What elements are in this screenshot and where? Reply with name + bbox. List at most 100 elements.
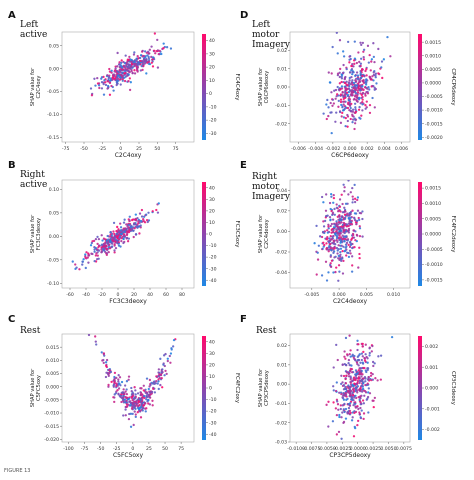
data-point xyxy=(340,374,343,377)
data-point xyxy=(135,60,139,63)
data-point xyxy=(356,362,359,366)
data-point xyxy=(128,228,131,231)
data-point xyxy=(382,58,385,61)
data-point xyxy=(360,409,363,412)
data-point xyxy=(93,250,96,253)
data-point xyxy=(329,218,332,221)
data-point xyxy=(339,98,343,101)
data-point xyxy=(327,271,330,274)
data-point xyxy=(341,381,344,384)
y-tick-label: 0.01 xyxy=(277,66,287,72)
data-point xyxy=(108,81,112,84)
data-point xyxy=(330,259,334,262)
y-tick-label: 0.10 xyxy=(49,187,59,193)
colorbar-tick-label: -20 xyxy=(209,255,217,261)
x-tick-label: -0.0075 xyxy=(303,446,321,452)
data-point xyxy=(348,353,351,356)
data-point xyxy=(90,94,94,97)
data-point xyxy=(135,69,139,72)
data-point xyxy=(327,400,330,403)
data-point xyxy=(111,74,115,77)
data-point xyxy=(338,217,342,220)
data-point xyxy=(115,70,119,73)
panel-title-b: Right active xyxy=(20,170,47,190)
data-point xyxy=(160,370,163,373)
colorbar xyxy=(202,34,206,140)
data-point xyxy=(123,218,126,221)
data-point xyxy=(108,74,111,77)
data-point xyxy=(359,406,362,410)
data-point xyxy=(364,86,367,89)
y-axis-label-line2: FC3C3deoxy xyxy=(36,218,42,250)
data-point xyxy=(123,234,127,238)
y-axis-label: SHAP value forC2C4deoxy xyxy=(258,214,270,253)
x-tick-label: 0.000 xyxy=(333,292,346,298)
data-point xyxy=(328,201,332,205)
data-point xyxy=(127,403,130,406)
data-point xyxy=(130,58,133,62)
data-point xyxy=(342,374,346,378)
data-point xyxy=(169,352,173,355)
data-point xyxy=(325,403,328,406)
data-point xyxy=(349,355,352,358)
data-point xyxy=(140,65,143,68)
data-point xyxy=(142,217,145,221)
data-point xyxy=(377,47,380,51)
data-point xyxy=(125,396,129,399)
data-point xyxy=(351,195,354,198)
colorbar-tick-label: 30 xyxy=(209,51,215,57)
data-point xyxy=(358,227,362,230)
data-point xyxy=(359,89,362,92)
data-point xyxy=(105,247,108,251)
data-point xyxy=(336,210,340,213)
data-point xyxy=(156,66,160,69)
data-point xyxy=(129,81,132,84)
y-axis-label: SHAP value forC5FC5oxy xyxy=(30,368,42,407)
data-point xyxy=(345,370,348,373)
data-point xyxy=(153,32,157,35)
data-point xyxy=(139,391,142,394)
data-point xyxy=(330,72,333,75)
data-point xyxy=(170,348,173,351)
data-point xyxy=(148,48,151,51)
data-point xyxy=(123,61,127,65)
data-point xyxy=(158,373,161,376)
panel-letter-f: F xyxy=(240,314,247,325)
data-point xyxy=(331,241,334,245)
data-point xyxy=(338,258,341,262)
data-point xyxy=(141,409,144,412)
data-point xyxy=(353,102,357,105)
data-point xyxy=(348,412,351,415)
data-point xyxy=(351,70,354,74)
data-point xyxy=(352,396,356,399)
data-point xyxy=(367,85,370,89)
y-axis-label-line1: SHAP value for xyxy=(30,214,36,253)
data-point xyxy=(151,210,154,213)
data-point xyxy=(162,47,165,50)
data-point xyxy=(358,79,361,83)
data-point xyxy=(118,382,121,385)
data-point xyxy=(345,398,348,401)
data-point xyxy=(347,361,350,365)
plot-area xyxy=(289,179,411,289)
colorbar xyxy=(418,182,422,286)
y-tick-label: 0.02 xyxy=(277,343,287,349)
data-point xyxy=(365,106,368,109)
data-point xyxy=(93,77,96,80)
data-point xyxy=(141,393,144,396)
x-tick-label: -25 xyxy=(99,146,107,152)
data-point xyxy=(108,70,112,73)
colorbar-tick-label: -30 xyxy=(209,420,217,426)
data-point xyxy=(164,369,167,373)
colorbar-tick-label: 40 xyxy=(209,185,215,191)
data-point xyxy=(163,364,166,368)
chart-panel-c: -100 -75 -50 -25 0 25 50 75-0.020-0.015-0.010-0… xyxy=(30,333,240,459)
data-point xyxy=(105,364,108,368)
data-point xyxy=(357,86,360,89)
data-point xyxy=(133,410,136,413)
data-point xyxy=(339,121,343,124)
data-point xyxy=(329,254,332,257)
data-point xyxy=(350,364,353,367)
data-point xyxy=(122,395,125,398)
data-point xyxy=(120,393,123,396)
